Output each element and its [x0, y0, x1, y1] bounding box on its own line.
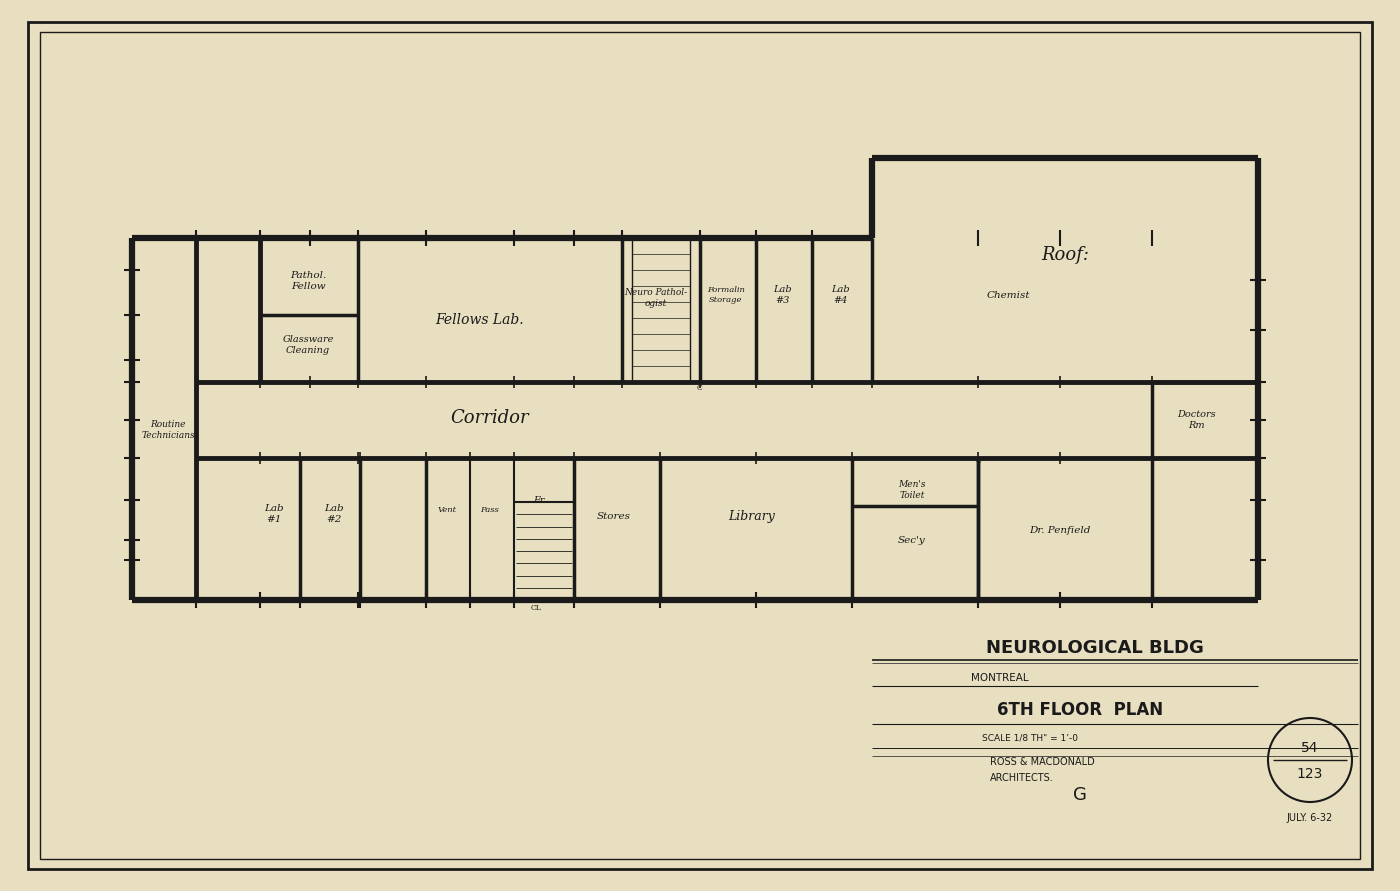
Text: Men's
Toilet: Men's Toilet [899, 480, 925, 500]
Text: Lab
#4: Lab #4 [830, 285, 850, 305]
Text: Dr. Penfield: Dr. Penfield [1029, 526, 1091, 535]
Text: Sec'y: Sec'y [899, 535, 925, 544]
Text: Roof:: Roof: [1042, 246, 1089, 264]
Text: MONTREAL: MONTREAL [972, 673, 1029, 683]
Text: Library: Library [728, 510, 776, 522]
Text: JULY. 6-32: JULY. 6-32 [1287, 813, 1333, 823]
Text: 54: 54 [1301, 741, 1319, 755]
Text: C: C [976, 457, 981, 465]
Text: Pass: Pass [480, 506, 500, 514]
Text: G: G [1072, 786, 1086, 804]
Text: ARCHITECTS.: ARCHITECTS. [990, 773, 1054, 783]
Text: Stores: Stores [596, 511, 631, 520]
Text: 6TH FLOOR  PLAN: 6TH FLOOR PLAN [997, 701, 1163, 719]
Text: CL: CL [531, 604, 542, 612]
Text: Fr.: Fr. [533, 495, 546, 504]
Text: Neuro Pathol-
ogist: Neuro Pathol- ogist [624, 288, 687, 308]
Text: Lab
#3: Lab #3 [773, 285, 791, 305]
Text: NEUROLOGICAL BLDG: NEUROLOGICAL BLDG [986, 639, 1204, 657]
Text: Chemist: Chemist [986, 290, 1030, 299]
Text: Routine
Technicians: Routine Technicians [141, 420, 195, 440]
Text: ROSS & MACDONALD: ROSS & MACDONALD [990, 757, 1095, 767]
Text: Corridor: Corridor [451, 409, 529, 427]
Text: Doctors
Rm: Doctors Rm [1176, 410, 1215, 430]
Text: Glassware
Cleaning: Glassware Cleaning [283, 335, 333, 355]
Text: Pathol.
Fellow: Pathol. Fellow [290, 271, 326, 291]
Text: Vent: Vent [437, 506, 456, 514]
Text: Fellows Lab.: Fellows Lab. [435, 313, 525, 327]
Text: 123: 123 [1296, 767, 1323, 781]
Text: SCALE 1/8 TH" = 1’-0: SCALE 1/8 TH" = 1’-0 [981, 733, 1078, 742]
Text: Formalin
Storage: Formalin Storage [707, 286, 745, 304]
Text: Lab
#1: Lab #1 [265, 504, 284, 524]
Text: C: C [697, 384, 703, 392]
Text: Lab
#2: Lab #2 [325, 504, 344, 524]
